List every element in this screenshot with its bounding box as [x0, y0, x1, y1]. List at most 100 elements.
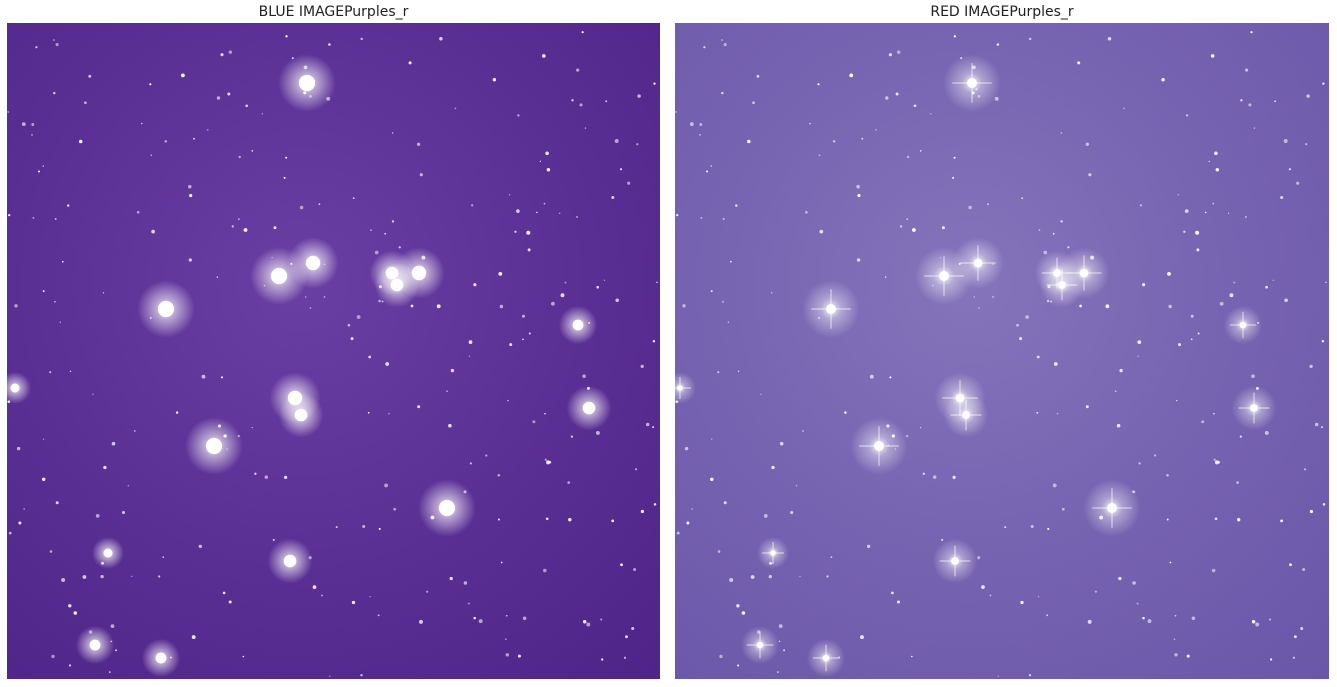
faint-star	[576, 216, 578, 218]
faint-star	[997, 675, 999, 677]
faint-star	[582, 619, 587, 624]
faint-star	[1196, 248, 1200, 252]
faint-star	[468, 340, 473, 344]
faint-star	[560, 293, 565, 298]
faint-star	[891, 591, 894, 595]
faint-star	[1302, 567, 1306, 572]
faint-star	[623, 656, 627, 659]
faint-star	[973, 296, 975, 298]
faint-star	[564, 281, 567, 284]
faint-star	[1025, 315, 1030, 319]
red-image-panel	[675, 23, 1329, 679]
faint-star	[416, 142, 421, 146]
faint-star	[514, 230, 517, 233]
red-image-title: RED IMAGEPurples_r	[930, 4, 1074, 20]
faint-star	[1305, 143, 1308, 146]
faint-star	[49, 550, 53, 553]
faint-star	[601, 658, 604, 661]
faint-star	[264, 475, 269, 479]
faint-star	[856, 184, 860, 189]
faint-star	[220, 376, 224, 379]
faint-star	[1168, 304, 1172, 309]
faint-star	[1019, 337, 1023, 341]
faint-star	[544, 413, 546, 415]
faint-star	[1047, 527, 1050, 530]
faint-star	[941, 538, 944, 541]
faint-star	[1296, 181, 1300, 185]
faint-star	[682, 304, 686, 308]
faint-star	[763, 514, 768, 518]
faint-star	[1215, 168, 1220, 172]
bright-star	[1107, 503, 1117, 513]
faint-star	[1028, 674, 1032, 677]
faint-star	[567, 481, 571, 484]
faint-star	[1300, 626, 1304, 631]
faint-star	[151, 229, 155, 234]
faint-star	[819, 229, 824, 234]
faint-star	[544, 458, 547, 461]
faint-star	[374, 250, 379, 255]
faint-star	[272, 538, 275, 541]
bright-star	[967, 78, 977, 88]
faint-star	[1021, 197, 1024, 200]
faint-star	[896, 600, 901, 604]
faint-star	[14, 304, 18, 308]
faint-star	[1240, 99, 1243, 102]
faint-star	[1046, 614, 1049, 617]
faint-star	[675, 111, 677, 113]
faint-star	[1105, 304, 1110, 309]
faint-star	[95, 514, 100, 518]
faint-star	[857, 194, 861, 198]
faint-star	[684, 446, 689, 451]
faint-star	[110, 624, 115, 628]
faint-star	[360, 674, 363, 677]
faint-star	[978, 307, 980, 309]
faint-star	[141, 122, 143, 125]
faint-star	[952, 475, 956, 480]
faint-star	[133, 430, 136, 432]
faint-star	[1213, 458, 1216, 461]
bright-star	[89, 639, 101, 651]
faint-star	[559, 212, 561, 214]
faint-star	[175, 411, 179, 414]
faint-star	[62, 260, 64, 263]
faint-star	[497, 473, 501, 477]
faint-star	[542, 568, 547, 573]
faint-star	[1123, 107, 1125, 110]
blue-image-background	[7, 23, 660, 679]
faint-star	[686, 521, 690, 525]
faint-star	[1177, 194, 1179, 196]
faint-star	[216, 96, 221, 100]
faint-star	[1183, 230, 1186, 233]
faint-star	[620, 563, 623, 567]
faint-star	[730, 260, 732, 263]
faint-star	[329, 675, 331, 677]
faint-star	[817, 83, 820, 86]
bright-star	[157, 300, 175, 318]
faint-star	[335, 526, 338, 529]
faint-star	[1142, 616, 1145, 620]
faint-star	[652, 426, 655, 429]
bright-star	[390, 278, 404, 292]
faint-star	[162, 556, 165, 559]
faint-star	[54, 300, 56, 303]
faint-star	[860, 635, 864, 640]
faint-star	[378, 527, 381, 530]
faint-star	[1293, 635, 1297, 639]
faint-star	[426, 590, 429, 593]
faint-star	[497, 518, 500, 521]
faint-star	[1245, 216, 1247, 218]
faint-star	[941, 226, 945, 230]
faint-star	[1214, 517, 1218, 521]
faint-star	[653, 82, 656, 85]
faint-star	[111, 441, 116, 446]
faint-star	[21, 122, 26, 127]
faint-star	[507, 399, 509, 402]
faint-star	[82, 575, 87, 579]
faint-star	[1166, 518, 1169, 521]
faint-star	[450, 368, 455, 373]
faint-star	[546, 168, 551, 172]
bright-star	[572, 319, 584, 331]
faint-star	[1264, 430, 1269, 435]
faint-star	[884, 276, 887, 278]
